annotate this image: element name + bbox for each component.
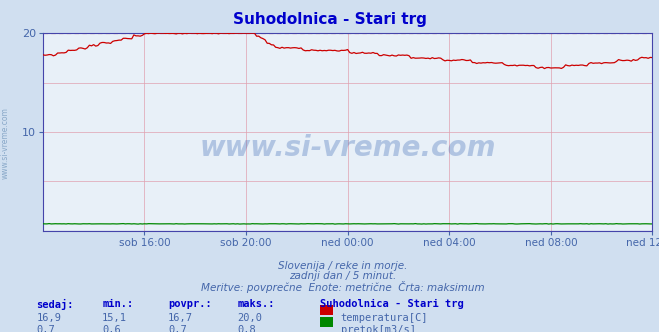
Text: Meritve: povprečne  Enote: metrične  Črta: maksimum: Meritve: povprečne Enote: metrične Črta:… bbox=[201, 281, 484, 292]
Text: Suhodolnica - Stari trg: Suhodolnica - Stari trg bbox=[320, 299, 463, 309]
Text: 0,7: 0,7 bbox=[36, 325, 55, 332]
Text: temperatura[C]: temperatura[C] bbox=[341, 313, 428, 323]
Text: 16,7: 16,7 bbox=[168, 313, 193, 323]
Text: www.si-vreme.com: www.si-vreme.com bbox=[200, 134, 496, 162]
Text: sedaj:: sedaj: bbox=[36, 299, 74, 310]
Text: Slovenija / reke in morje.: Slovenija / reke in morje. bbox=[278, 261, 407, 271]
Text: 0,8: 0,8 bbox=[237, 325, 256, 332]
Text: 15,1: 15,1 bbox=[102, 313, 127, 323]
Text: 0,7: 0,7 bbox=[168, 325, 186, 332]
Text: povpr.:: povpr.: bbox=[168, 299, 212, 309]
Text: 16,9: 16,9 bbox=[36, 313, 61, 323]
Text: 20,0: 20,0 bbox=[237, 313, 262, 323]
Text: www.si-vreme.com: www.si-vreme.com bbox=[1, 107, 10, 179]
Text: pretok[m3/s]: pretok[m3/s] bbox=[341, 325, 416, 332]
Text: maks.:: maks.: bbox=[237, 299, 275, 309]
Text: min.:: min.: bbox=[102, 299, 133, 309]
Text: 0,6: 0,6 bbox=[102, 325, 121, 332]
Text: zadnji dan / 5 minut.: zadnji dan / 5 minut. bbox=[289, 271, 396, 281]
Text: Suhodolnica - Stari trg: Suhodolnica - Stari trg bbox=[233, 12, 426, 27]
